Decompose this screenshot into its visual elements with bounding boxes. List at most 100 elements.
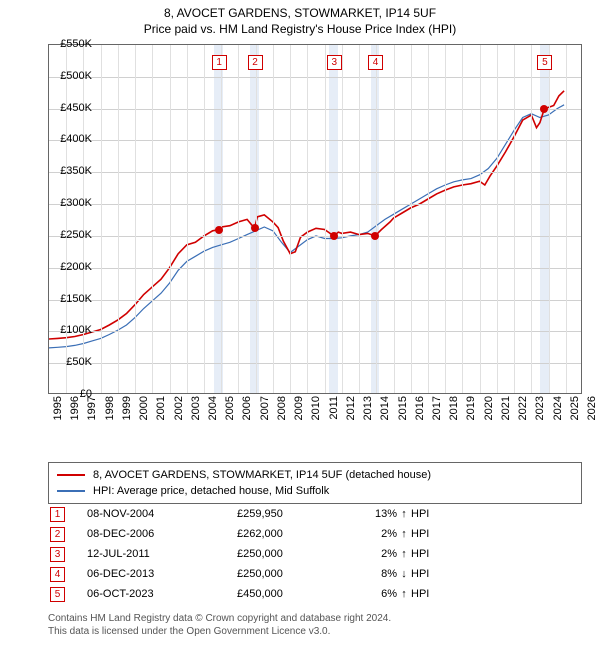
arrow-up-icon: ↑ — [397, 508, 411, 520]
x-axis-label: 2011 — [328, 396, 340, 420]
plot-area: 1 2 3 4 5 — [48, 44, 582, 394]
h-gridline — [49, 268, 581, 269]
x-axis-label: 1999 — [121, 396, 133, 420]
x-axis-label: 2005 — [224, 396, 236, 420]
transaction-date: 08-DEC-2006 — [87, 528, 237, 540]
x-axis-label: 2020 — [483, 396, 495, 420]
transaction-date: 12-JUL-2011 — [87, 548, 237, 560]
arrow-up-icon: ↑ — [397, 588, 411, 600]
v-gridline — [462, 45, 463, 393]
x-axis-label: 2017 — [431, 396, 443, 420]
transaction-pct: 2% — [347, 548, 397, 560]
v-gridline — [170, 45, 171, 393]
h-gridline — [49, 172, 581, 173]
v-gridline — [118, 45, 119, 393]
x-axis-label: 2026 — [586, 396, 598, 420]
transaction-row: 208-DEC-2006£262,0002%↑HPI — [48, 524, 582, 544]
chart-title-line1: 8, AVOCET GARDENS, STOWMARKET, IP14 5UF — [0, 6, 600, 20]
footer-attribution: Contains HM Land Registry data © Crown c… — [48, 612, 391, 638]
x-axis-label: 2002 — [173, 396, 185, 420]
x-axis-label: 2004 — [207, 396, 219, 420]
transaction-row-badge: 4 — [50, 567, 65, 582]
v-gridline — [187, 45, 188, 393]
x-axis-label: 2013 — [362, 396, 374, 420]
x-axis-label: 2003 — [190, 396, 202, 420]
transaction-marker-label: 5 — [537, 55, 552, 70]
y-axis-label: £300K — [47, 197, 92, 209]
v-gridline — [445, 45, 446, 393]
transaction-marker-label: 2 — [248, 55, 263, 70]
h-gridline — [49, 363, 581, 364]
v-gridline — [566, 45, 567, 393]
arrow-down-icon: ↓ — [397, 568, 411, 580]
v-gridline — [394, 45, 395, 393]
x-axis-label: 2019 — [465, 396, 477, 420]
v-gridline — [307, 45, 308, 393]
v-gridline — [342, 45, 343, 393]
v-gridline — [135, 45, 136, 393]
x-axis-label: 2015 — [397, 396, 409, 420]
x-axis-label: 2021 — [500, 396, 512, 420]
transaction-marker-label: 3 — [327, 55, 342, 70]
transaction-date: 06-OCT-2023 — [87, 588, 237, 600]
transaction-row-badge: 1 — [50, 507, 65, 522]
footer-line2: This data is licensed under the Open Gov… — [48, 625, 391, 638]
y-axis-label: £400K — [47, 133, 92, 145]
v-gridline — [514, 45, 515, 393]
transaction-hpi-label: HPI — [411, 548, 429, 560]
v-gridline — [325, 45, 326, 393]
legend-label-property: 8, AVOCET GARDENS, STOWMARKET, IP14 5UF … — [93, 469, 431, 481]
x-axis-label: 2001 — [155, 396, 167, 420]
v-gridline — [101, 45, 102, 393]
v-gridline — [221, 45, 222, 393]
x-axis-label: 2000 — [138, 396, 150, 420]
y-axis-label: £100K — [47, 324, 92, 336]
legend: 8, AVOCET GARDENS, STOWMARKET, IP14 5UF … — [48, 462, 582, 504]
x-axis-label: 1997 — [86, 396, 98, 420]
transaction-date: 08-NOV-2004 — [87, 508, 237, 520]
v-gridline — [204, 45, 205, 393]
v-gridline — [359, 45, 360, 393]
transactions-table: 108-NOV-2004£259,95013%↑HPI208-DEC-2006£… — [48, 504, 582, 604]
v-gridline — [376, 45, 377, 393]
transaction-row: 312-JUL-2011£250,0002%↑HPI — [48, 544, 582, 564]
transaction-marker-label: 4 — [368, 55, 383, 70]
x-axis-label: 2024 — [552, 396, 564, 420]
h-gridline — [49, 204, 581, 205]
x-axis-label: 2008 — [276, 396, 288, 420]
v-gridline — [66, 45, 67, 393]
h-gridline — [49, 236, 581, 237]
x-axis-label: 2022 — [517, 396, 529, 420]
legend-swatch-hpi — [57, 490, 85, 492]
transaction-marker — [330, 232, 338, 240]
y-axis-label: £550K — [47, 38, 92, 50]
chart-title-line2: Price paid vs. HM Land Registry's House … — [0, 22, 600, 36]
transaction-row: 506-OCT-2023£450,0006%↑HPI — [48, 584, 582, 604]
h-gridline — [49, 77, 581, 78]
y-axis-label: £250K — [47, 229, 92, 241]
transaction-price: £450,000 — [237, 588, 347, 600]
h-gridline — [49, 109, 581, 110]
chart-area: 12345 £0£50K£100K£150K£200K£250K£300K£35… — [48, 44, 582, 424]
x-axis-label: 1995 — [52, 396, 64, 420]
transaction-price: £262,000 — [237, 528, 347, 540]
h-gridline — [49, 140, 581, 141]
arrow-up-icon: ↑ — [397, 528, 411, 540]
transaction-date: 06-DEC-2013 — [87, 568, 237, 580]
y-axis-label: £50K — [47, 356, 92, 368]
y-axis-label: £200K — [47, 261, 92, 273]
v-gridline — [411, 45, 412, 393]
line-series-svg — [49, 45, 583, 395]
v-gridline — [549, 45, 550, 393]
legend-swatch-property — [57, 474, 85, 476]
transaction-marker-label: 1 — [212, 55, 227, 70]
transaction-hpi-label: HPI — [411, 508, 429, 520]
transaction-row-badge: 3 — [50, 547, 65, 562]
x-axis-label: 1996 — [69, 396, 81, 420]
transaction-price: £250,000 — [237, 568, 347, 580]
legend-label-hpi: HPI: Average price, detached house, Mid … — [93, 485, 329, 497]
transaction-hpi-label: HPI — [411, 568, 429, 580]
v-gridline — [290, 45, 291, 393]
y-axis-label: £350K — [47, 165, 92, 177]
transaction-marker — [371, 232, 379, 240]
